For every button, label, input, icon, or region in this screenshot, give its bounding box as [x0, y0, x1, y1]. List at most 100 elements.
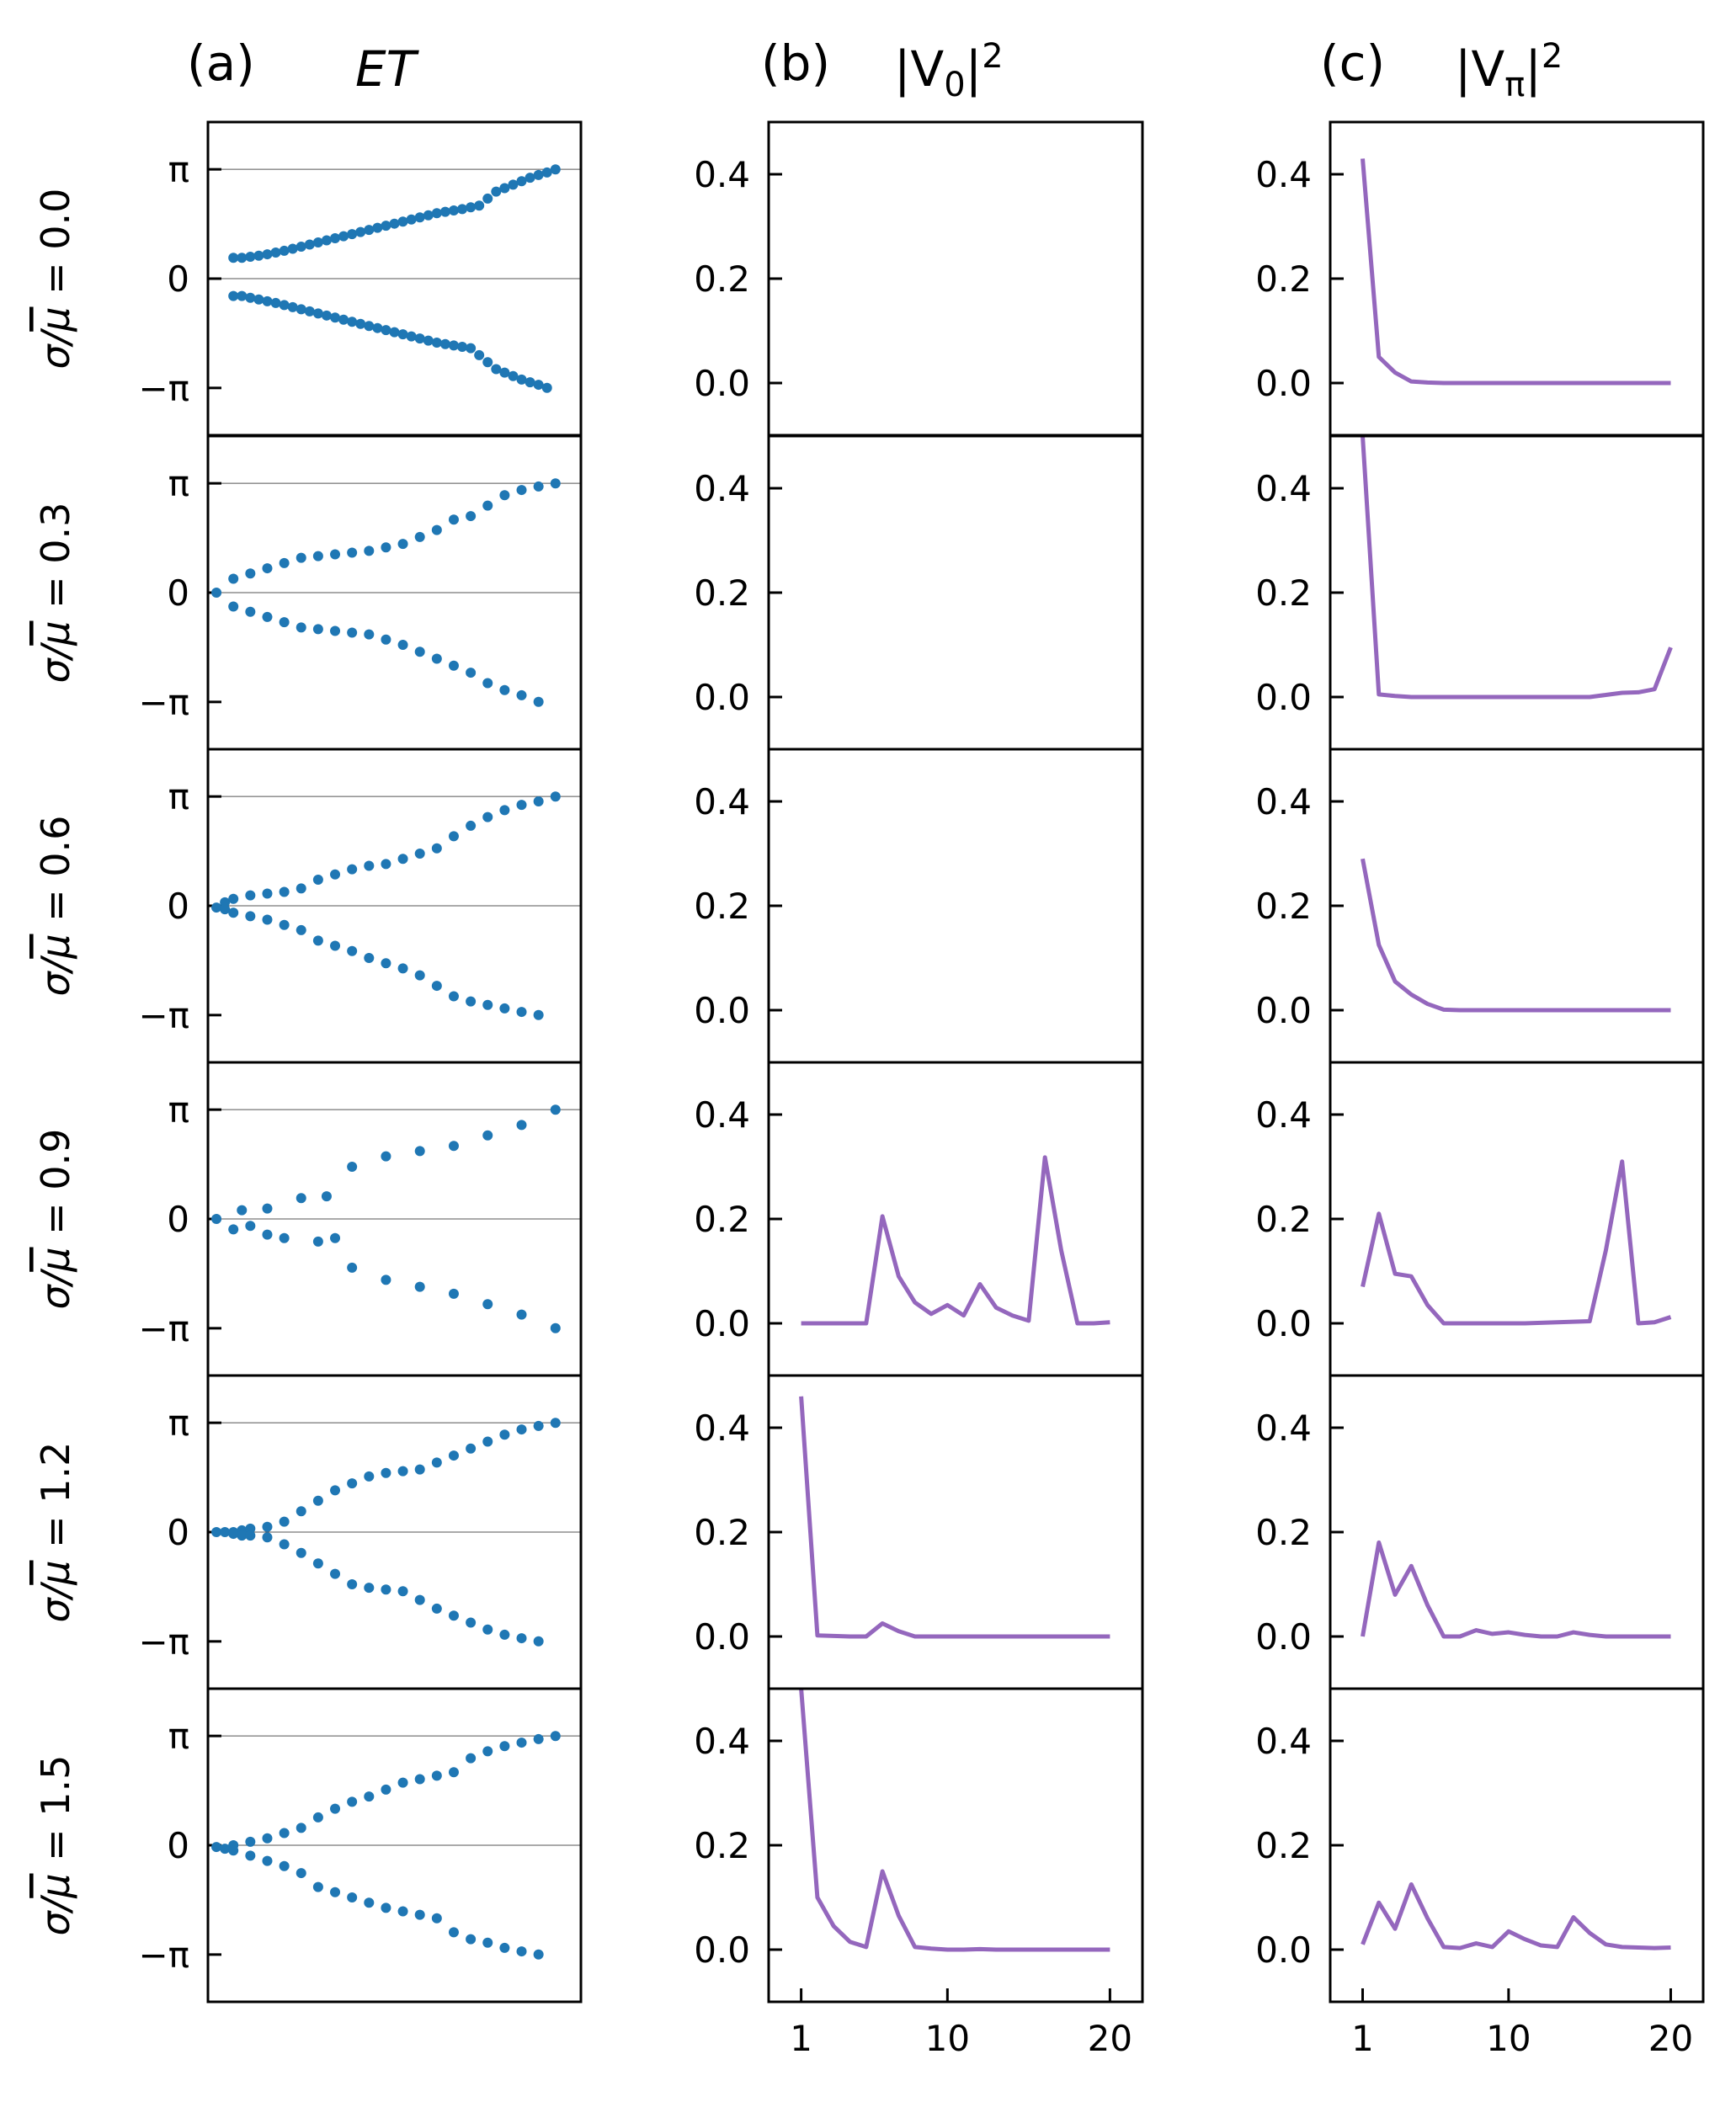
scatter-point [482, 812, 493, 822]
scatter-point [397, 1906, 408, 1917]
scatter-point [439, 206, 450, 217]
series-line [1361, 435, 1673, 700]
y-tick-label: 0.0 [1255, 677, 1312, 718]
scatter-point [431, 1457, 442, 1468]
scatter-point [448, 1767, 459, 1778]
scatter-point [253, 250, 264, 261]
y-tick-label: 0.4 [1255, 1408, 1312, 1449]
scatter-point [389, 218, 400, 229]
subplot: 0.0 0.2 0.4 [1255, 434, 1705, 751]
subplot: −π 0 π [139, 1687, 583, 2004]
subplot: 0.0 0.2 0.4 [694, 1374, 1144, 1690]
scatter-point [397, 216, 408, 227]
scatter-point [262, 1521, 273, 1532]
scatter-point [220, 904, 231, 915]
scatter-point [330, 233, 341, 244]
y-tick-label: 0.4 [1255, 154, 1312, 195]
y-tick-label: 0.4 [694, 781, 750, 822]
scatter-point [457, 342, 468, 353]
scatter-point [262, 563, 273, 574]
scatter-point [406, 331, 417, 342]
scatter-point [439, 338, 450, 349]
y-tick-label: 0.2 [1255, 572, 1312, 614]
scatter-point [347, 864, 358, 875]
subplot: −π 0 π [139, 1061, 583, 1377]
scatter-point [482, 193, 493, 204]
scatter-point [516, 374, 527, 385]
scatter-point [338, 314, 349, 325]
row-label: σ/μ = 0.0 [33, 189, 78, 370]
scatter-point [262, 888, 273, 899]
scatter-point [296, 1193, 306, 1204]
scatter-point [466, 343, 477, 354]
y-tick-label: 0.4 [694, 1408, 750, 1449]
y-tick-label: 0 [167, 1825, 189, 1866]
y-tick-label: 0.0 [1255, 1616, 1312, 1658]
scatter-point [279, 557, 290, 568]
scatter-point [262, 249, 273, 260]
y-tick-label: 0.4 [694, 1094, 750, 1136]
subplot: −π 0 π [139, 120, 583, 437]
scatter-point [516, 485, 527, 496]
scatter-point [431, 1770, 442, 1781]
scatter-point [312, 308, 323, 319]
y-tick-label: 0.0 [694, 990, 750, 1031]
column-title-vpi-subscript: π [1504, 66, 1525, 104]
scatter-point [279, 1828, 290, 1839]
scatter-point [237, 1530, 248, 1541]
scatter-point [423, 210, 434, 221]
scatter-point [499, 367, 510, 378]
scatter-point [499, 183, 510, 194]
scatter-point [381, 634, 391, 645]
scatter-point [499, 684, 510, 695]
scatter-point [466, 1753, 477, 1764]
subplot: 0.0 0.2 0.4 [1255, 748, 1705, 1064]
scatter-point [270, 297, 281, 308]
y-tick-label: 0.0 [1255, 1303, 1312, 1344]
scatter-point [482, 357, 493, 368]
scatter-point [347, 1892, 358, 1902]
scatter-point [228, 253, 239, 263]
scatter-point [448, 1927, 459, 1938]
subplot-frame [767, 1374, 1144, 1690]
scatter-point [279, 617, 290, 628]
scatter-point [414, 1909, 425, 1920]
y-tick-label: 0.2 [694, 1825, 750, 1866]
scatter-point [347, 1262, 358, 1273]
scatter-point [364, 1897, 375, 1908]
scatter-point [499, 1629, 510, 1640]
scatter-point [364, 321, 375, 332]
series-line [799, 1688, 1110, 1952]
scatter-point [431, 524, 442, 535]
subplot-frame [767, 1687, 1144, 2004]
subplot-frame [767, 1061, 1144, 1377]
scatter-point [228, 1224, 239, 1235]
x-tick-label: 1 [1351, 2018, 1374, 2059]
scatter-point [397, 329, 408, 340]
scatter-point [364, 1791, 375, 1802]
series-line [1361, 1882, 1671, 1950]
scatter-point [474, 349, 485, 360]
scatter-point [296, 622, 306, 633]
scatter-point [262, 1532, 273, 1543]
scatter-point [516, 689, 527, 700]
scatter-point [237, 1205, 248, 1216]
scatter-point [296, 1868, 306, 1879]
y-tick-label: 0.2 [1255, 1825, 1312, 1866]
scatter-point [364, 860, 375, 871]
y-tick-label: π [168, 776, 189, 817]
y-tick-label: 0.2 [1255, 886, 1312, 927]
scatter-point [414, 531, 425, 542]
scatter-point [347, 1579, 358, 1589]
scatter-point [550, 478, 561, 489]
y-tick-label: 0.2 [1255, 258, 1312, 300]
scatter-point [279, 919, 290, 930]
subplot: 0.0 0.2 0.4 1 10 20 [1255, 1687, 1705, 2059]
subplot-frame [206, 1687, 583, 2004]
scatter-point [372, 322, 383, 333]
row-label: σ/μ = 0.9 [33, 1129, 78, 1310]
scatter-point [516, 800, 527, 811]
y-tick-label: 0.4 [694, 468, 750, 509]
panel-letter-b: (b) [761, 35, 830, 92]
scatter-point [330, 312, 341, 323]
